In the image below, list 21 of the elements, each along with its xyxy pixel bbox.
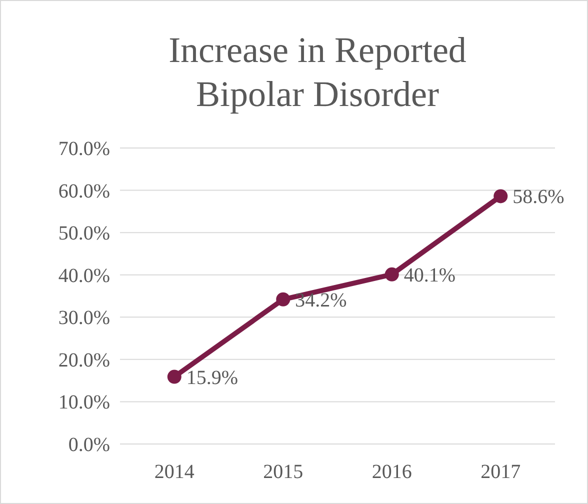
data-label: 34.2% [295, 289, 347, 312]
chart-title: Increase in Reported Bipolar Disorder [168, 30, 466, 114]
y-tick-label: 40.0% [58, 264, 110, 287]
y-tick-label: 70.0% [58, 138, 110, 160]
data-label: 58.6% [512, 186, 564, 208]
point [276, 292, 290, 306]
x-tick-label: 2014 [154, 461, 194, 483]
y-tick-label: 30.0% [58, 307, 110, 330]
point [384, 267, 399, 282]
y-tick-label: 20.0% [58, 349, 110, 372]
data-label: 40.1% [404, 264, 456, 286]
x-tick-label: 2016 [372, 461, 412, 483]
y-tick-label: 50.0% [58, 222, 110, 245]
x-tick-label: 2015 [263, 461, 304, 483]
x-tick-label: 2017 [480, 461, 521, 483]
point [167, 370, 182, 384]
data-label: 15.9% [186, 366, 238, 389]
y-tick-label: 10.0% [58, 392, 110, 414]
point [494, 189, 508, 204]
y-tick-label: 60.0% [58, 180, 110, 202]
y-tick-label: 0.0% [68, 434, 110, 456]
